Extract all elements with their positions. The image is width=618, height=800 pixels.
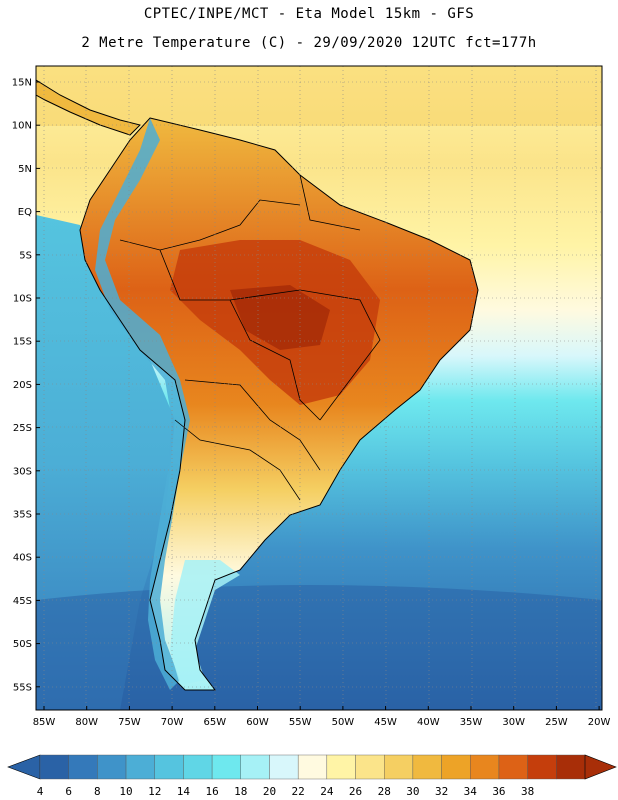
lat-label-15s: 15S <box>13 337 32 348</box>
lat-label-55s: 55S <box>13 682 32 693</box>
colorbar-label: 10 <box>119 785 132 798</box>
lon-label-55w: 55W <box>289 717 312 728</box>
lat-label-10n: 10N <box>12 121 32 132</box>
colorbar-swatch <box>125 754 155 780</box>
colorbar-swatch <box>240 754 270 780</box>
map-subtitle: 2 Metre Temperature (C) - 29/09/2020 12U… <box>81 35 537 51</box>
colorbar-swatch <box>498 754 528 780</box>
lat-label-5n: 5N <box>18 164 32 175</box>
colorbar-label: 8 <box>94 785 101 798</box>
patagonia-cool-region <box>170 560 240 685</box>
lat-label-25s: 25S <box>13 423 32 434</box>
colorbar-label: 6 <box>65 785 72 798</box>
central-america-coast <box>36 79 141 136</box>
colorbar-over-arrow <box>584 754 617 780</box>
colorbar-label: 36 <box>492 785 505 798</box>
colorbar-label: 26 <box>349 785 362 798</box>
lon-label-45w: 45W <box>374 717 397 728</box>
colorbar-label: 32 <box>435 785 448 798</box>
graticule <box>36 66 602 710</box>
coastline <box>79 117 479 691</box>
country-borders <box>119 174 381 501</box>
colorbar-label: 20 <box>263 785 276 798</box>
lat-label-35s: 35S <box>13 510 32 521</box>
pacific-ocean-field <box>36 215 175 710</box>
colorbar-swatch <box>183 754 213 780</box>
lat-label-50s: 50S <box>13 639 32 650</box>
colorbar-label: 12 <box>148 785 161 798</box>
colorbar-swatch <box>39 754 69 780</box>
lon-label-35w: 35W <box>460 717 483 728</box>
colorbar-swatch <box>211 754 241 780</box>
colorbar-swatch <box>441 754 471 780</box>
colorbar-swatch <box>68 754 98 780</box>
hottest-core <box>230 285 330 350</box>
colorbar-swatch <box>97 754 127 780</box>
colorbar-swatch <box>527 754 557 780</box>
lat-label-45s: 45S <box>13 596 32 607</box>
colorbar-label: 4 <box>37 785 44 798</box>
colorbar-label: 28 <box>378 785 391 798</box>
colorbar-swatch <box>269 754 299 780</box>
lon-label-60w: 60W <box>246 717 269 728</box>
lon-label-50w: 50W <box>332 717 355 728</box>
lon-label-25w: 25W <box>545 717 568 728</box>
colorbar-under-arrow <box>7 754 41 780</box>
lon-label-85w: 85W <box>33 717 56 728</box>
lon-label-30w: 30W <box>502 717 525 728</box>
colorbar: 4 6 8 10 12 14 16 18 20 22 24 26 28 30 32 34 36 38 <box>7 754 617 798</box>
colorbar-swatch <box>326 754 356 780</box>
colorbar-swatch <box>470 754 500 780</box>
colorbar-swatch <box>556 754 586 780</box>
lat-label-15n: 15N <box>12 78 32 89</box>
colorbar-label: 18 <box>234 785 247 798</box>
lon-label-65w: 65W <box>203 717 226 728</box>
lat-label-20s: 20S <box>13 380 32 391</box>
lat-label-5s: 5S <box>19 250 32 261</box>
colorbar-label: 16 <box>205 785 218 798</box>
lat-label-eq: EQ <box>18 207 32 218</box>
colorbar-label: 22 <box>292 785 305 798</box>
lon-label-75w: 75W <box>118 717 141 728</box>
lon-label-40w: 40W <box>417 717 440 728</box>
colorbar-swatch <box>384 754 414 780</box>
lon-label-80w: 80W <box>75 717 98 728</box>
lat-label-10s: 10S <box>13 294 32 305</box>
colorbar-swatch <box>355 754 385 780</box>
colorbar-label: 38 <box>521 785 534 798</box>
southern-ocean-band <box>36 585 602 710</box>
lon-label-20w: 20W <box>588 717 611 728</box>
colorbar-label: 34 <box>464 785 478 798</box>
lat-label-30s: 30S <box>13 466 32 477</box>
colorbar-swatch <box>297 754 328 780</box>
caribbean-warm-band <box>36 66 602 126</box>
longitude-labels: 85W 80W 75W 70W 65W 60W 55W 50W 45W 40W 35W 30W 25W 2… <box>33 706 611 728</box>
colorbar-swatch <box>154 754 184 780</box>
latitude-labels: 15N 10N 5N EQ 5S 10S 15S 20S 25S 30S 35S 40S 45S 50S 5… <box>12 78 40 693</box>
andes-cold-ridge <box>95 118 190 690</box>
colorbar-swatch <box>412 754 442 780</box>
colorbar-label: 30 <box>406 785 419 798</box>
map-title: CPTEC/INPE/MCT - Eta Model 15km - GFS <box>143 6 475 22</box>
map-frame <box>35 65 603 711</box>
colorbar-label: 14 <box>177 785 191 798</box>
lat-label-40s: 40S <box>13 553 32 564</box>
lon-label-70w: 70W <box>161 717 184 728</box>
colorbar-label: 24 <box>320 785 334 798</box>
